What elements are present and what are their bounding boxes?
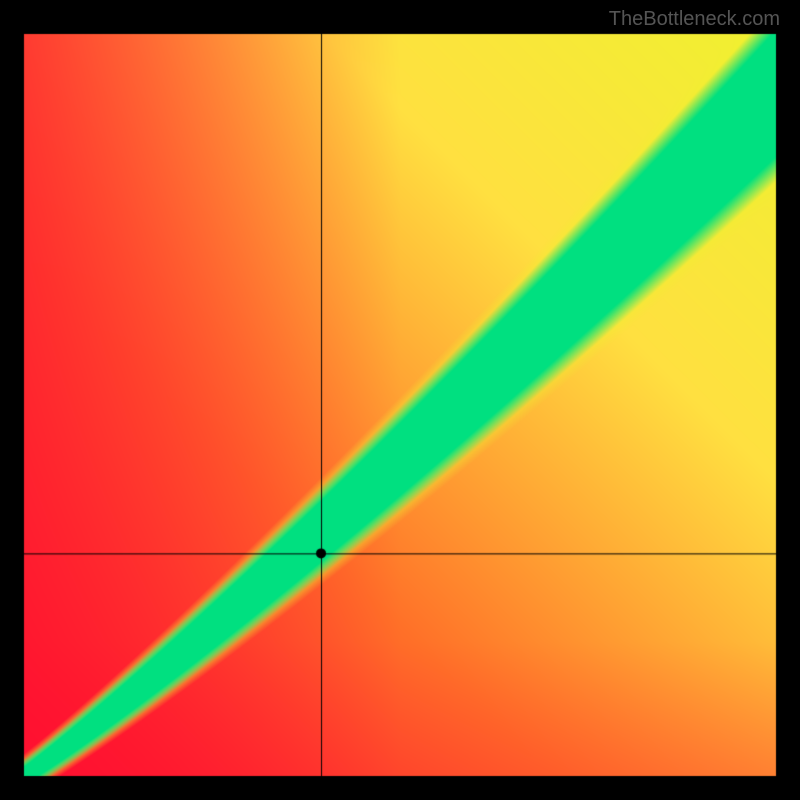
bottleneck-heatmap: [0, 0, 800, 800]
watermark-text: TheBottleneck.com: [609, 8, 780, 31]
chart-container: TheBottleneck.com: [0, 0, 800, 800]
